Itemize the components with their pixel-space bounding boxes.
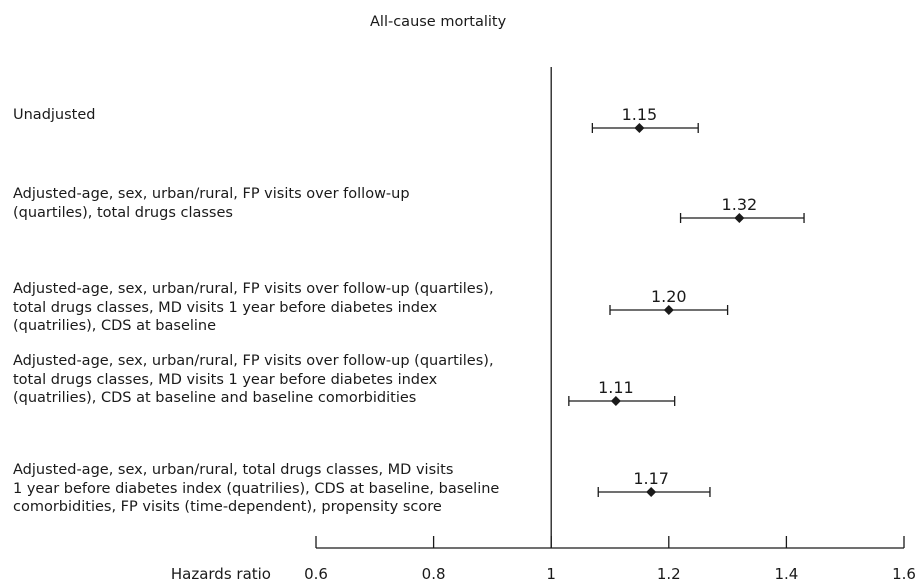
- x-tick-label: 0.6: [304, 565, 328, 583]
- estimate-label: 1.15: [622, 105, 658, 124]
- estimate-label: 1.32: [722, 195, 758, 214]
- estimate-diamond: [734, 213, 744, 223]
- x-tick-label: 1: [546, 565, 556, 583]
- estimate-diamond: [664, 305, 674, 315]
- x-tick-label: 1.2: [657, 565, 681, 583]
- estimate-label: 1.11: [598, 378, 634, 397]
- estimate-diamond: [634, 123, 644, 133]
- estimate-label: 1.17: [633, 469, 669, 488]
- estimate-diamond: [611, 396, 621, 406]
- x-axis-label: Hazards ratio: [171, 565, 271, 583]
- x-tick-label: 1.4: [774, 565, 798, 583]
- estimate-diamond: [646, 487, 656, 497]
- x-tick-label: 0.8: [422, 565, 446, 583]
- estimate-label: 1.20: [651, 287, 687, 306]
- x-tick-label: 1.6: [892, 565, 916, 583]
